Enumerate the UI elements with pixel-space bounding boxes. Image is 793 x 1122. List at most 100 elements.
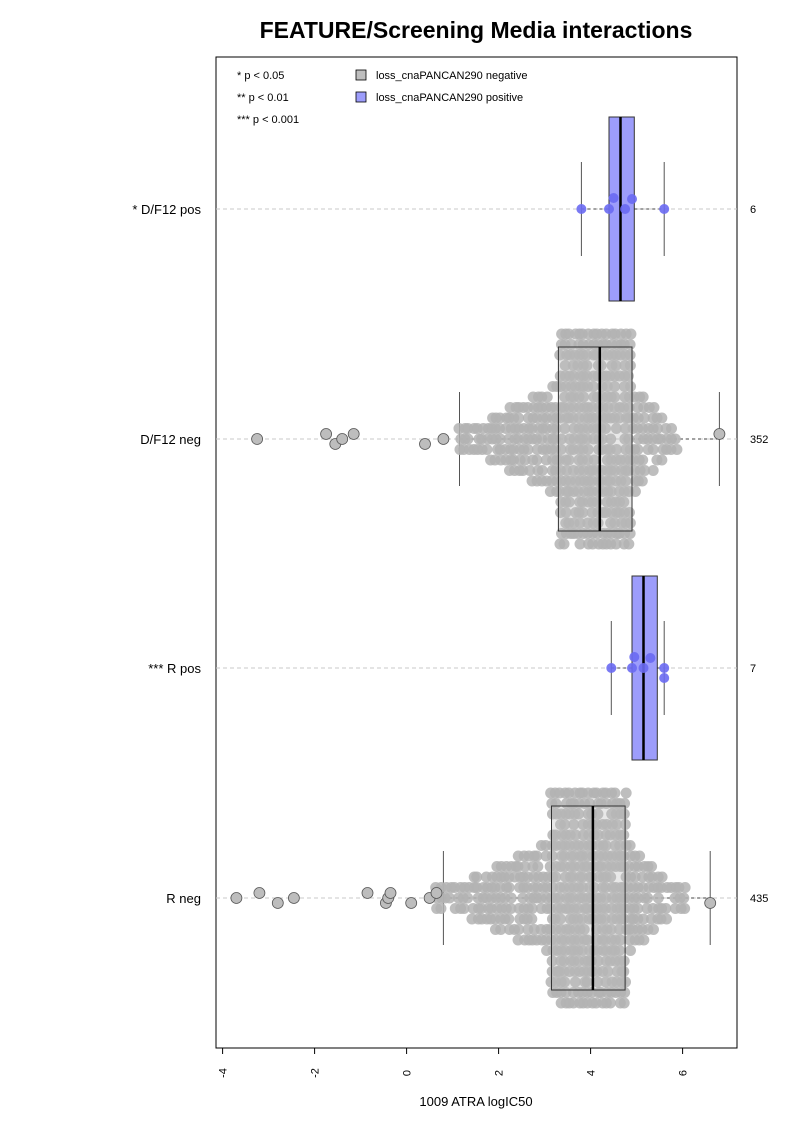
data-point <box>605 924 617 935</box>
data-point <box>627 194 637 204</box>
outlier-point <box>320 428 333 440</box>
outlier-point <box>405 897 418 909</box>
data-point <box>656 871 668 883</box>
data-point <box>679 903 691 914</box>
outlier-point <box>713 428 726 440</box>
data-point <box>526 903 538 914</box>
data-point <box>624 840 636 851</box>
data-point <box>462 892 474 904</box>
data-point <box>605 486 617 497</box>
data-point <box>576 204 587 214</box>
data-point <box>647 924 659 935</box>
x-tick-label: 0 <box>402 1070 414 1076</box>
data-point <box>624 360 636 371</box>
data-point <box>592 808 604 820</box>
data-point <box>638 934 650 946</box>
x-tick-label: 2 <box>494 1070 506 1076</box>
data-point <box>513 924 525 935</box>
outlier-point <box>271 897 284 909</box>
data-point <box>462 433 474 445</box>
series-legend: loss_cnaPANCAN290 negative loss_cnaPANCA… <box>355 69 527 104</box>
group-count-label: 7 <box>750 663 756 675</box>
data-point <box>610 360 622 371</box>
data-point <box>624 945 636 956</box>
data-point <box>581 934 593 946</box>
data-point <box>679 882 691 893</box>
data-point <box>574 517 586 529</box>
data-point <box>519 454 531 466</box>
data-point <box>638 412 650 424</box>
data-point <box>656 454 668 466</box>
data-point <box>645 653 656 663</box>
outlier-point <box>437 433 450 445</box>
data-point <box>610 538 622 550</box>
data-point <box>606 663 617 673</box>
data-point <box>646 861 658 872</box>
data-point <box>661 913 673 925</box>
data-point <box>563 454 575 466</box>
data-point <box>578 391 590 403</box>
data-point <box>550 871 562 883</box>
data-point <box>618 496 630 508</box>
data-point <box>638 663 649 673</box>
data-point <box>559 423 571 434</box>
data-point <box>559 976 571 988</box>
group-count-label: 352 <box>750 434 768 446</box>
data-point <box>629 486 641 497</box>
data-point <box>604 204 614 214</box>
data-point <box>588 454 600 466</box>
data-point <box>637 913 649 925</box>
data-point <box>592 829 604 841</box>
data-point <box>574 538 586 550</box>
data-point <box>632 903 644 914</box>
data-point <box>531 850 543 862</box>
outlier-point <box>336 433 349 445</box>
data-point <box>522 444 534 455</box>
box-group: *** R pos 7 <box>148 575 756 761</box>
legend-label-positive: loss_cnaPANCAN290 positive <box>376 92 523 104</box>
outlier-point <box>287 892 300 904</box>
data-point <box>588 882 600 893</box>
group-label: D/F12 neg <box>140 432 201 447</box>
data-point <box>620 204 631 214</box>
data-point <box>536 465 548 476</box>
data-point <box>624 517 636 529</box>
data-point <box>505 892 517 904</box>
data-point <box>609 391 621 403</box>
data-point <box>659 673 670 683</box>
data-point <box>592 955 604 967</box>
outlier-point <box>361 887 374 899</box>
significance-legend: * p < 0.05 ** p < 0.01 *** p < 0.001 <box>237 70 299 126</box>
significance-legend-item: *** p < 0.001 <box>237 114 299 126</box>
outlier-point <box>253 887 266 899</box>
data-point <box>652 892 664 904</box>
group-label: R neg <box>166 891 201 906</box>
data-point <box>519 861 531 872</box>
x-tick-label: 4 <box>586 1070 598 1076</box>
data-point <box>605 871 617 883</box>
data-point <box>435 903 447 914</box>
data-point <box>550 423 562 434</box>
x-tick-label: -4 <box>218 1068 230 1078</box>
data-point <box>647 444 659 455</box>
data-point <box>581 976 593 988</box>
data-point <box>625 328 637 340</box>
data-point <box>669 433 681 445</box>
data-point <box>587 381 599 392</box>
data-point <box>618 997 630 1009</box>
outlier-point <box>419 438 431 450</box>
data-point <box>532 861 544 872</box>
data-point <box>666 423 678 434</box>
data-point <box>581 360 593 371</box>
data-point <box>458 903 470 914</box>
data-point <box>600 423 612 434</box>
data-point <box>605 433 617 445</box>
data-point <box>620 787 632 799</box>
data-point <box>624 349 636 361</box>
data-point <box>559 360 571 371</box>
data-point <box>618 966 630 977</box>
data-point <box>503 913 515 925</box>
data-point <box>634 850 646 862</box>
legend-swatch-negative <box>355 69 367 81</box>
data-point <box>647 465 659 476</box>
